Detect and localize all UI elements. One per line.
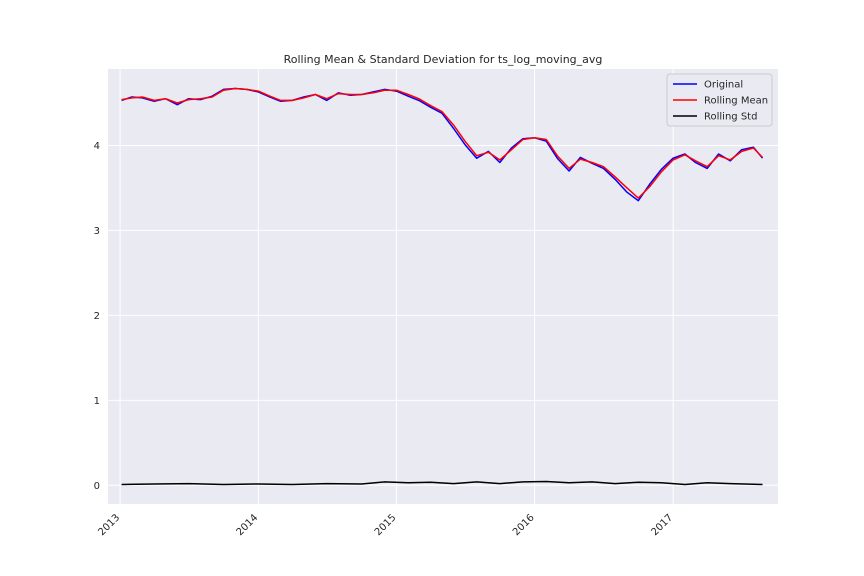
legend-label: Rolling Mean xyxy=(704,96,768,107)
legend: Original Rolling Mean Rolling Std xyxy=(666,73,773,127)
legend-box xyxy=(666,73,773,127)
plot-area xyxy=(108,69,778,504)
legend-label: Rolling Std xyxy=(704,112,757,123)
x-tick-label: 2014 xyxy=(235,512,261,538)
chart-title: Rolling Mean & Standard Deviation for ts… xyxy=(284,53,603,66)
series-line-2 xyxy=(121,87,764,199)
y-tick-labels: 0 1 2 3 4 xyxy=(94,141,100,492)
y-tick-label: 0 xyxy=(94,481,100,492)
x-tick-label: 2015 xyxy=(373,512,399,538)
y-tick-label: 3 xyxy=(94,226,100,237)
series-layer xyxy=(121,87,764,486)
x-tick-labels: 2013 2014 2015 2016 2017 xyxy=(96,512,675,538)
y-tick-label: 4 xyxy=(94,141,100,152)
x-tick-label: 2013 xyxy=(96,512,122,538)
x-tick-label: 2016 xyxy=(511,512,537,538)
series-line-3 xyxy=(121,480,763,486)
legend-label: Original xyxy=(704,80,743,91)
x-tick-label: 2017 xyxy=(649,512,675,538)
y-tick-label: 1 xyxy=(94,396,100,407)
gridlines xyxy=(108,69,778,504)
y-tick-label: 2 xyxy=(94,311,100,322)
